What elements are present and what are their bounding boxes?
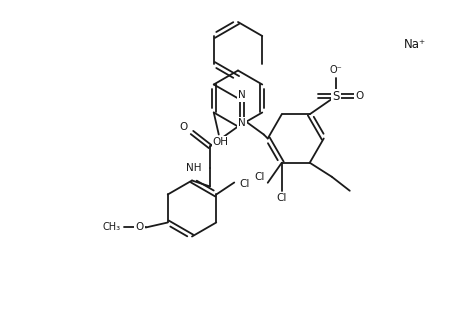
Text: N: N — [238, 91, 245, 100]
Text: O⁻: O⁻ — [329, 65, 341, 75]
Text: OH: OH — [212, 138, 228, 148]
Text: O: O — [179, 122, 188, 132]
Text: S: S — [331, 90, 339, 103]
Text: Na⁺: Na⁺ — [403, 38, 425, 51]
Text: Cl: Cl — [238, 179, 249, 189]
Text: Cl: Cl — [254, 172, 264, 182]
Text: Cl: Cl — [276, 193, 286, 203]
Text: O: O — [135, 223, 144, 232]
Text: NH: NH — [186, 163, 202, 174]
Text: N: N — [238, 118, 245, 129]
Text: O: O — [355, 91, 363, 101]
Text: CH₃: CH₃ — [102, 223, 121, 232]
